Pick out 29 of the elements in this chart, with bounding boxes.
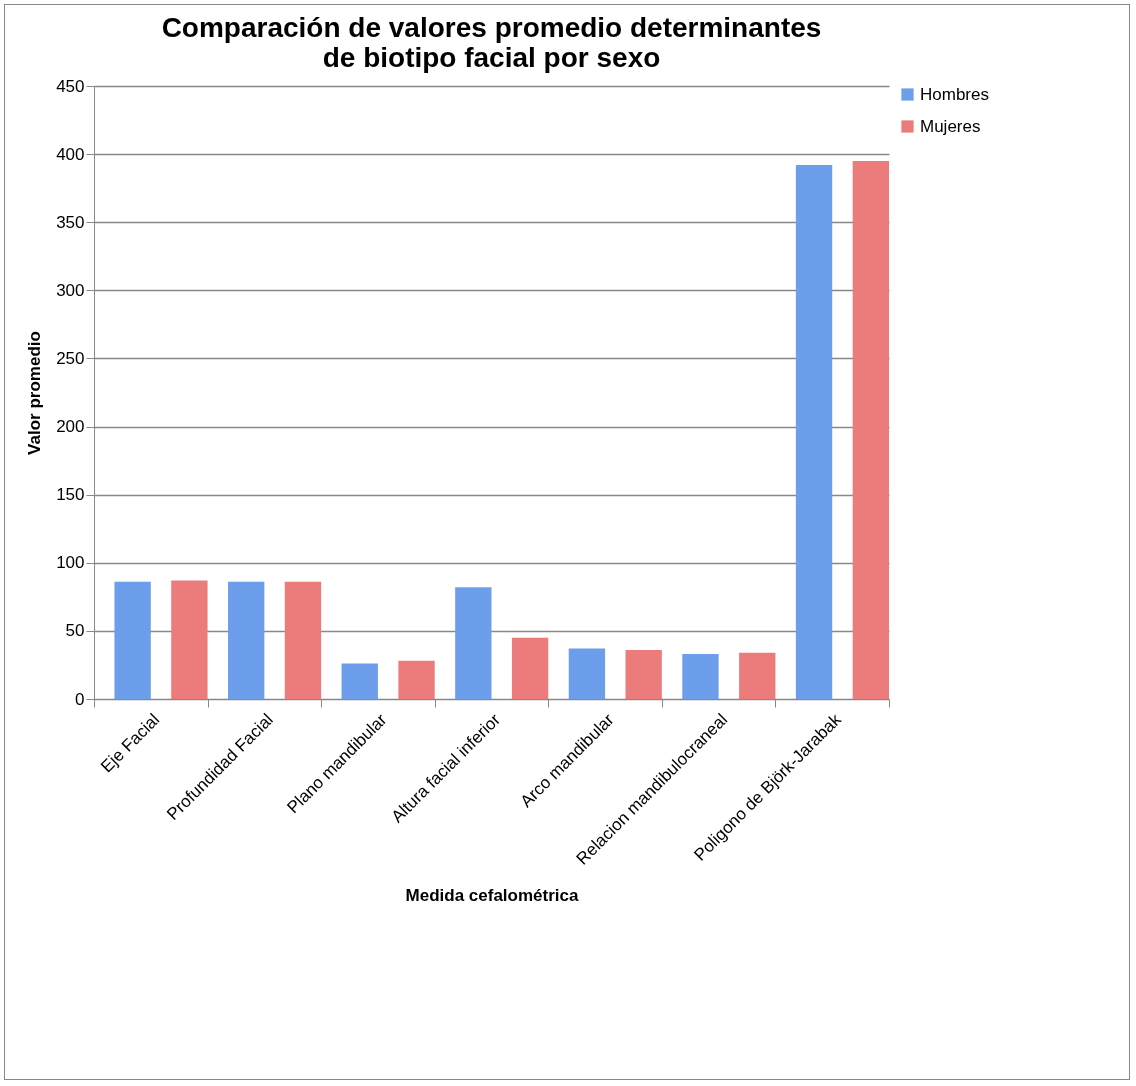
bar bbox=[398, 660, 435, 699]
legend-label: Hombres bbox=[920, 84, 989, 104]
legend-label: Mujeres bbox=[920, 116, 981, 136]
bar bbox=[284, 581, 322, 699]
y-tick-label: 0 bbox=[75, 689, 85, 709]
bar bbox=[171, 580, 208, 699]
x-axis-title: Medida cefalométrica bbox=[405, 885, 579, 905]
bar bbox=[852, 160, 889, 699]
bar bbox=[511, 637, 549, 699]
chart-title: Comparación de valores promedio determinantes de biotipo facial por sexo bbox=[161, 12, 822, 73]
y-tick-label: 450 bbox=[56, 76, 85, 96]
bar bbox=[114, 581, 151, 699]
bar bbox=[739, 652, 776, 699]
bar bbox=[455, 587, 492, 699]
bar bbox=[682, 654, 719, 699]
bar bbox=[341, 663, 378, 699]
bar bbox=[568, 648, 606, 699]
bar bbox=[625, 649, 662, 699]
y-tick-label: 150 bbox=[56, 485, 85, 505]
y-tick-label: 400 bbox=[56, 144, 85, 164]
y-tick-label: 350 bbox=[56, 212, 85, 232]
y-tick-label: 300 bbox=[56, 280, 85, 300]
y-tick-label: 250 bbox=[56, 348, 85, 368]
y-tick-label: 50 bbox=[65, 621, 85, 641]
y-tick-label: 200 bbox=[56, 417, 85, 437]
y-tick-label: 100 bbox=[56, 553, 85, 573]
bar bbox=[228, 581, 265, 699]
bar bbox=[795, 165, 833, 699]
y-axis-title: Valor promedio bbox=[25, 331, 45, 455]
